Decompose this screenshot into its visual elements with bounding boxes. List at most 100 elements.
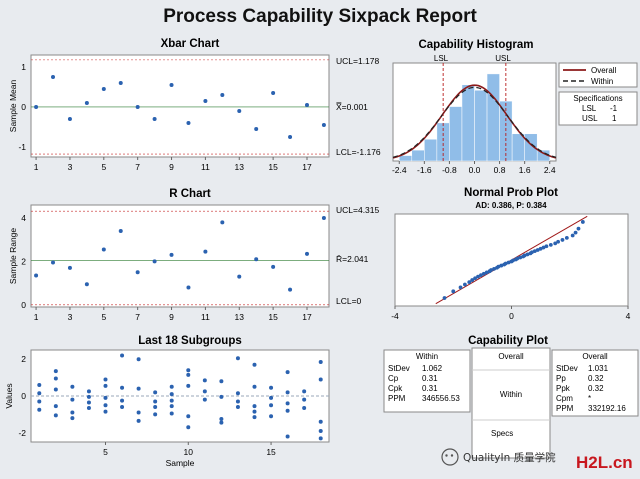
xbar-g-ytick-label: 0 xyxy=(21,102,26,112)
rchart-g-xtick-label: 9 xyxy=(169,312,174,322)
rchart-ucl-label: UCL=4.315 xyxy=(336,205,380,215)
last-point xyxy=(86,389,91,394)
hist-xtick-label: 2.4 xyxy=(544,165,556,175)
xbar-g-point xyxy=(321,123,326,127)
rchart-g-point xyxy=(237,274,242,279)
last-point xyxy=(252,409,257,414)
rchart-center-label: R̄=2.041 xyxy=(336,254,369,264)
normal-point xyxy=(515,256,520,261)
xbar-g-point xyxy=(254,127,259,131)
cap-within-rows-value: 0.31 xyxy=(422,384,438,393)
normal-xtick-label: 4 xyxy=(626,311,631,321)
rchart-g-point xyxy=(34,273,39,278)
hist-title: Capability Histogram xyxy=(418,39,533,51)
rchart-g-xtick-label: 11 xyxy=(201,312,210,322)
last-point xyxy=(86,400,91,405)
last-point xyxy=(285,401,290,406)
rchart-g-xtick-label: 3 xyxy=(68,312,73,322)
cap-mid-overall: Overall xyxy=(498,352,524,361)
xbar-g-point xyxy=(288,135,293,139)
cap-within-title: Within xyxy=(416,352,438,361)
normal-xtick-label: -4 xyxy=(391,311,399,321)
normal-point xyxy=(496,264,501,269)
rchart-g-xtick-label: 1 xyxy=(34,312,39,322)
xbar-g-point xyxy=(135,105,140,109)
last-point xyxy=(136,386,141,391)
cap-within-rows-value: 0.31 xyxy=(422,374,438,383)
normal-point xyxy=(560,238,565,242)
last-point xyxy=(53,413,58,418)
cap-overall-rows-name: Pp xyxy=(556,374,566,383)
hist-usl-label: USL xyxy=(495,54,511,63)
normal-point xyxy=(506,260,511,265)
last-point xyxy=(86,394,91,399)
normal-point xyxy=(573,230,578,235)
normal-point xyxy=(535,248,540,252)
last-point xyxy=(202,389,207,394)
cap-title: Capability Plot xyxy=(468,335,548,347)
xbar-marks: 10-11 3 5 7 9 11 13 15 17 xyxy=(18,59,329,172)
normal-point xyxy=(473,276,477,281)
last-marks: 2 0 -2 5 10 15 xyxy=(18,353,329,457)
last-point xyxy=(302,389,307,394)
xbar-g-point xyxy=(152,117,157,121)
last-point xyxy=(103,377,108,382)
cap-overall-rows-value: 332192.16 xyxy=(588,404,626,413)
rchart-title: R Chart xyxy=(169,188,211,200)
hist-bar xyxy=(399,155,413,162)
hist-curve-within xyxy=(392,86,557,158)
rchart-lcl-label: LCL=0 xyxy=(336,296,362,306)
rchart-g-point xyxy=(186,285,191,290)
last-point xyxy=(235,405,240,410)
last-point xyxy=(37,391,42,396)
cap-overall-rows-name: StDev xyxy=(556,364,578,373)
last-point xyxy=(186,414,191,419)
normal-point xyxy=(499,263,504,268)
last-point xyxy=(53,404,58,409)
rchart-g-xtick-label: 7 xyxy=(135,312,140,322)
normal-point xyxy=(538,246,543,251)
normal-point xyxy=(570,233,575,238)
cap-within-rows-name: Cpk xyxy=(388,384,403,393)
normal-point xyxy=(489,268,494,272)
last-point xyxy=(37,382,42,387)
last-point xyxy=(285,434,290,439)
last-point xyxy=(235,399,240,404)
spec-lsl-name: LSL xyxy=(582,104,597,113)
last-point xyxy=(103,403,108,408)
rchart-g-point xyxy=(271,264,276,269)
spec-title: Specifications xyxy=(573,94,622,103)
rchart-g-point xyxy=(254,257,259,262)
rchart-g-ytick-label: 2 xyxy=(21,256,26,266)
rchart-g-point xyxy=(169,252,174,257)
normal-point xyxy=(580,220,585,224)
normal-marks: -4 0 4 xyxy=(391,215,631,321)
rchart-g-xtick-label: 17 xyxy=(302,312,312,322)
spec-box xyxy=(558,91,638,126)
rchart-g-point xyxy=(135,270,140,275)
last-point xyxy=(169,398,174,403)
hist-xtick-label: 1.6 xyxy=(519,165,531,175)
cap-overall-rows-name: PPM xyxy=(556,404,574,413)
cap-overall-rows-name: Ppk xyxy=(556,384,571,393)
h2l-logo: H2L.cn xyxy=(576,453,633,472)
hist-xtick-label: -1.6 xyxy=(417,165,432,175)
rchart-plot-area xyxy=(30,204,330,308)
xbar-g-point xyxy=(304,103,309,107)
rchart-g-xtick-label: 15 xyxy=(268,312,278,322)
rchart-g-ytick-label: 0 xyxy=(21,300,26,310)
cap-within-table xyxy=(383,349,471,413)
xbar-g-point xyxy=(34,105,39,109)
hist-xtick-label: 0.8 xyxy=(494,165,506,175)
last-point xyxy=(318,428,323,433)
last-xtick-label: 5 xyxy=(103,447,108,457)
last-point xyxy=(219,394,224,399)
spec-usl-name: USL xyxy=(582,114,598,123)
normal-point xyxy=(492,266,496,271)
xbar-g-ytick-label: 1 xyxy=(21,62,26,72)
xbar-g-xtick-label: 11 xyxy=(201,162,210,172)
last-point xyxy=(318,436,323,441)
last-ylabel: Values xyxy=(4,383,14,408)
spec-lsl-value: -1 xyxy=(610,104,618,113)
report-title: Process Capability Sixpack Report xyxy=(163,6,477,27)
